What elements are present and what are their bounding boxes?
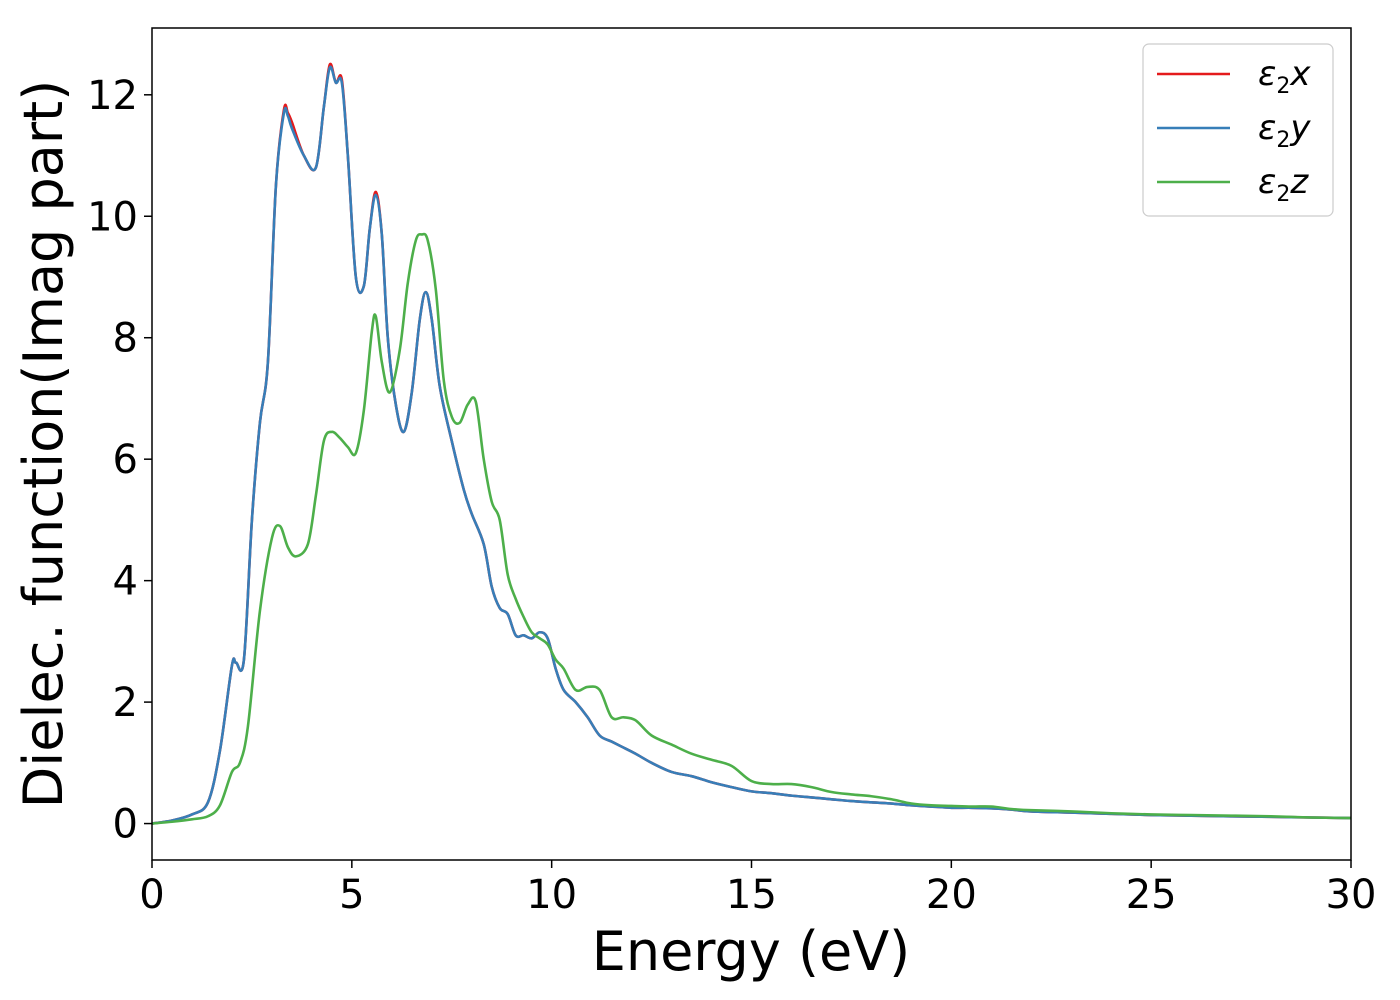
y-axis-label: Dielec. function(Imag part) [12, 80, 75, 809]
series-line-y [151, 65, 1352, 825]
y-tick-label: 0 [113, 802, 138, 848]
legend-frame [1142, 43, 1334, 217]
x-tick-label: 5 [339, 872, 364, 918]
legend: ε2x ε2y ε2z [1142, 43, 1334, 217]
plot-lines [151, 62, 1352, 825]
y-tick-label: 2 [113, 680, 138, 726]
y-axis-ticks: 0 2 4 6 8 10 12 [87, 73, 152, 848]
y-tick-label: 8 [113, 316, 138, 362]
y-tick-label: 4 [113, 559, 138, 605]
series-line-z [151, 232, 1352, 825]
legend-label-z: ε2z [1258, 162, 1309, 207]
y-tick-label: 6 [113, 437, 138, 483]
x-tick-label: 20 [926, 872, 977, 918]
x-tick-label: 10 [526, 872, 577, 918]
x-axis-ticks: 0 5 10 15 20 25 30 [139, 860, 1376, 918]
legend-label-x: ε2x [1258, 54, 1311, 99]
legend-label-y: ε2y [1258, 108, 1311, 153]
x-tick-label: 15 [726, 872, 777, 918]
y-tick-label: 12 [87, 73, 138, 119]
y-tick-label: 10 [87, 194, 138, 240]
x-axis-label: Energy (eV) [592, 920, 911, 983]
x-tick-label: 0 [139, 872, 164, 918]
x-tick-label: 30 [1326, 872, 1377, 918]
x-tick-label: 25 [1126, 872, 1177, 918]
